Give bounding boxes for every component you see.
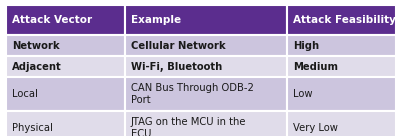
FancyBboxPatch shape: [125, 5, 287, 35]
Text: Very Low: Very Low: [293, 123, 338, 133]
Text: Network: Network: [12, 41, 60, 50]
Text: Local: Local: [12, 89, 38, 99]
Text: Cellular Network: Cellular Network: [131, 41, 226, 50]
Text: Physical: Physical: [12, 123, 53, 133]
FancyBboxPatch shape: [287, 56, 396, 77]
Text: Adjacent: Adjacent: [12, 61, 62, 72]
FancyBboxPatch shape: [287, 35, 396, 56]
Text: High: High: [293, 41, 319, 50]
FancyBboxPatch shape: [125, 35, 287, 56]
Text: Attack Vector: Attack Vector: [12, 15, 92, 25]
FancyBboxPatch shape: [6, 77, 125, 111]
Text: Attack Feasibility Rating: Attack Feasibility Rating: [293, 15, 400, 25]
Text: Low: Low: [293, 89, 312, 99]
Text: CAN Bus Through ODB-2
Port: CAN Bus Through ODB-2 Port: [131, 83, 254, 105]
FancyBboxPatch shape: [287, 77, 396, 111]
FancyBboxPatch shape: [6, 35, 125, 56]
FancyBboxPatch shape: [125, 77, 287, 111]
Text: JTAG on the MCU in the
ECU: JTAG on the MCU in the ECU: [131, 117, 246, 136]
Text: Wi-Fi, Bluetooth: Wi-Fi, Bluetooth: [131, 61, 222, 72]
FancyBboxPatch shape: [6, 56, 125, 77]
Text: Example: Example: [131, 15, 181, 25]
FancyBboxPatch shape: [125, 56, 287, 77]
FancyBboxPatch shape: [287, 5, 396, 35]
FancyBboxPatch shape: [6, 5, 125, 35]
FancyBboxPatch shape: [6, 111, 125, 136]
Text: Medium: Medium: [293, 61, 338, 72]
FancyBboxPatch shape: [287, 111, 396, 136]
FancyBboxPatch shape: [125, 111, 287, 136]
